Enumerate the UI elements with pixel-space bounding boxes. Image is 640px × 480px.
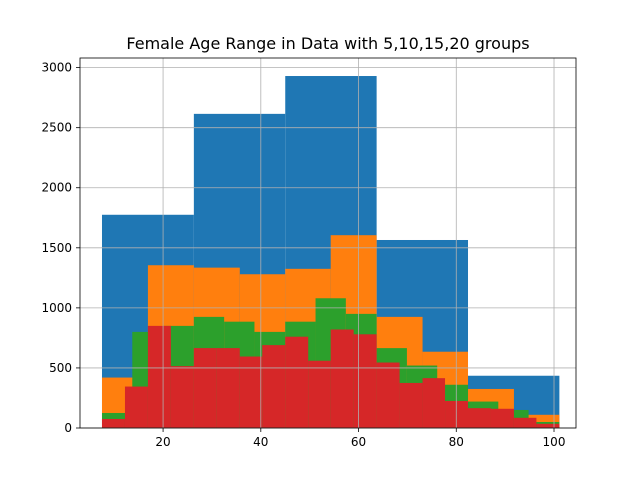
series-4-bar-3 xyxy=(147,325,171,428)
x-tick-label: 80 xyxy=(449,435,464,449)
y-tick-label: 1500 xyxy=(41,241,72,255)
series-4-bar-7 xyxy=(239,356,263,428)
y-tick-label: 1000 xyxy=(41,301,72,315)
series-4-bar-12 xyxy=(353,334,377,428)
series-4-bar-20 xyxy=(536,423,560,428)
y-tick-label: 2500 xyxy=(41,121,72,135)
grid-layer xyxy=(80,58,576,429)
series-4-bar-4 xyxy=(170,366,194,428)
y-tick-label: 0 xyxy=(64,421,72,435)
series-4-bar-19 xyxy=(513,417,537,428)
series-4-bar-18 xyxy=(490,408,514,428)
x-tick-label: 60 xyxy=(351,435,366,449)
y-tick-label: 3000 xyxy=(41,61,72,75)
series-4-bar-15 xyxy=(422,378,446,428)
series-4-bar-8 xyxy=(262,345,286,428)
x-tick-label: 100 xyxy=(543,435,566,449)
x-tick-label: 20 xyxy=(155,435,170,449)
series-4-bar-9 xyxy=(285,336,309,428)
bars-layer xyxy=(101,76,560,429)
series-4-bar-11 xyxy=(330,329,354,428)
chart-title: Female Age Range in Data with 5,10,15,20… xyxy=(126,34,529,53)
series-4-bar-13 xyxy=(376,362,400,428)
series-4-bar-5 xyxy=(193,348,217,428)
series-4-bar-2 xyxy=(124,386,148,428)
series-4-bar-14 xyxy=(399,382,423,428)
y-tick-label: 500 xyxy=(49,361,72,375)
series-4-bar-1 xyxy=(101,418,125,428)
series-4-bar-6 xyxy=(216,348,240,428)
axes-frame xyxy=(79,57,577,429)
series-4-bar-17 xyxy=(468,408,491,428)
y-tick-label: 2000 xyxy=(41,181,72,195)
x-tick-label: 40 xyxy=(253,435,268,449)
series-4-bar-10 xyxy=(308,360,331,428)
